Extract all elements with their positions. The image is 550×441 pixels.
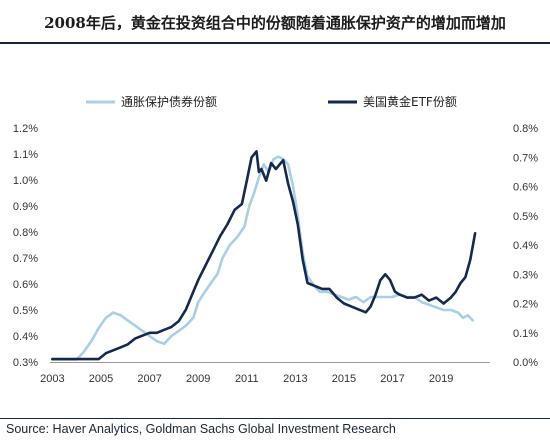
x-tick-label: 2015 [332,373,356,385]
x-tick-label: 2007 [137,373,161,385]
y-left-tick-label: 0.5% [13,305,38,317]
legend-label-inflation-bonds: 通胀保护债券份额 [121,94,217,109]
x-tick-label: 2013 [283,373,307,385]
y-left-tick-label: 1.2% [13,123,38,135]
y-right-tick-label: 0.5% [513,211,538,223]
source-note: Source: Haver Analytics, Goldman Sachs G… [6,422,396,436]
legend-label-gold-etf: 美国黄金ETF份额 [363,94,457,109]
y-right-tick-label: 0.1% [513,328,538,340]
chart-title: 2008年后，黄金在投资组合中的份额随着通胀保护资产的增加而增加 [44,14,506,32]
y-right-tick-label: 0.7% [513,152,538,164]
y-right-tick-label: 0.3% [513,269,538,281]
y-right-tick-label: 0.2% [513,299,538,311]
series-line-gold-etf [51,150,477,361]
y-left-tick-label: 0.6% [13,279,38,291]
y-left-tick-label: 0.8% [13,227,38,239]
x-tick-label: 2011 [235,373,259,385]
x-tick-label: 2009 [186,373,210,385]
x-tick-label: 2019 [429,373,453,385]
y-right-tick-label: 0.4% [513,240,538,252]
y-right-tick-label: 0.6% [513,182,538,194]
y-left-tick-label: 1.1% [13,149,38,161]
y-left-tick-label: 0.4% [13,331,38,343]
y-right-tick-label: 0.8% [513,123,538,135]
y-left-tick-label: 0.3% [13,357,38,369]
title-divider [0,42,550,44]
y-left-tick-label: 0.9% [13,201,38,213]
source-divider [0,418,550,419]
x-tick-label: 2003 [40,373,64,385]
series-line-inflation-bonds [51,155,475,361]
x-tick-label: 2005 [89,373,113,385]
y-right-tick-label: 0.0% [513,357,538,369]
y-left-tick-label: 0.7% [13,253,38,265]
x-tick-label: 2017 [380,373,404,385]
y-left-tick-label: 1.0% [13,175,38,187]
